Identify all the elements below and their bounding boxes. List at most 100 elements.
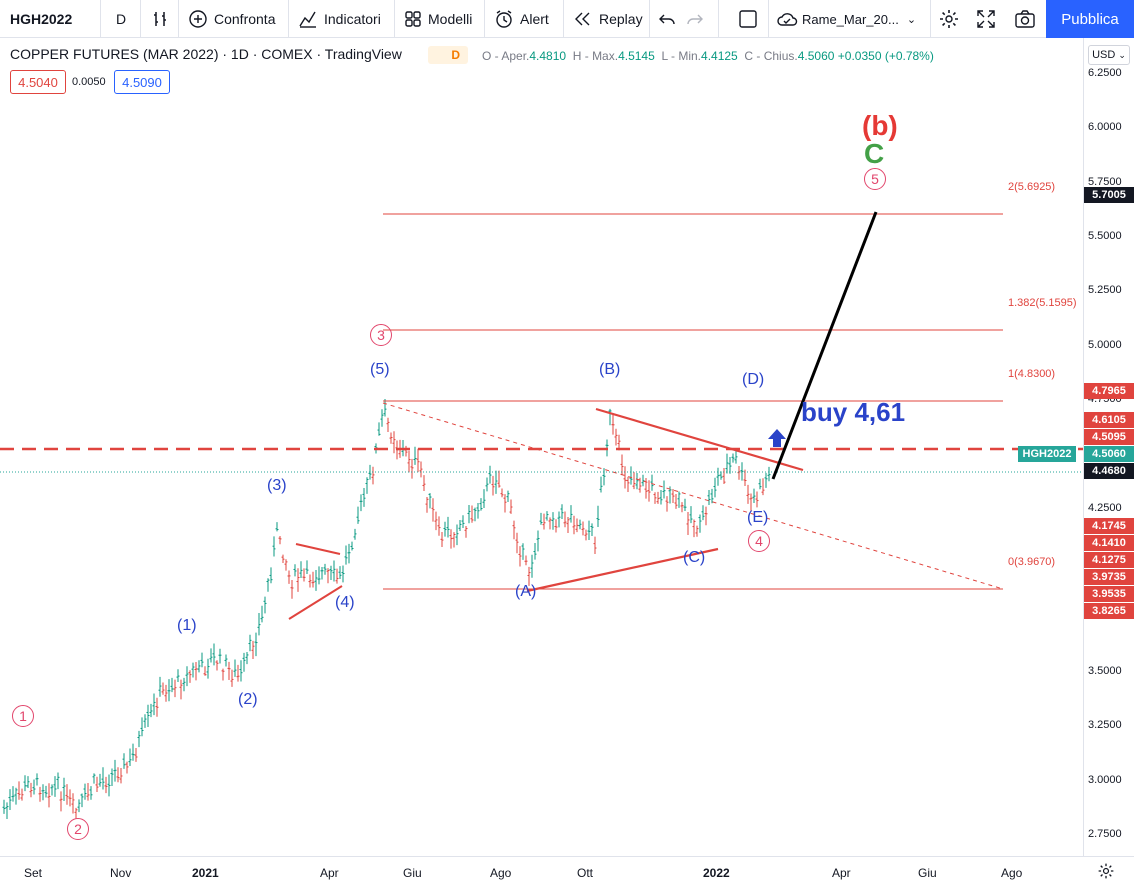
close-label: C - Chius. (744, 49, 798, 63)
wave-label-big-b[interactable]: (b) (862, 110, 898, 141)
wave-circle-1[interactable]: 1 (12, 705, 34, 727)
camera-icon (1014, 9, 1036, 29)
y-tick: 4.2500 (1088, 502, 1122, 514)
y-tick: 3.2500 (1088, 719, 1122, 731)
wave-label-2[interactable]: (2) (238, 691, 258, 708)
open-value: 4.4810 (529, 49, 567, 63)
chevron-down-icon: ⌄ (1118, 49, 1126, 60)
compare-button[interactable]: Confronta (188, 0, 275, 38)
open-label: O - Aper. (482, 49, 530, 63)
small-triangle-top[interactable] (295, 543, 341, 555)
layout-name-button[interactable]: Rame_Mar_20... ⌄ (776, 0, 916, 38)
toolbar-divider (649, 0, 650, 38)
triangle-upper-line[interactable] (595, 407, 804, 472)
y-tick: 6.2500 (1088, 67, 1122, 79)
wave-label-d[interactable]: (D) (742, 371, 765, 388)
price-chart[interactable] (0, 38, 1134, 894)
fib-label: 1.382(5.1595) (1008, 297, 1077, 309)
x-tick: Ago (1001, 866, 1023, 880)
snapshot-button[interactable] (1014, 0, 1036, 38)
wave-label-3[interactable]: (3) (267, 477, 287, 494)
undo-button[interactable] (658, 0, 676, 38)
layout-button[interactable] (738, 0, 758, 38)
x-tick: 2021 (192, 866, 219, 880)
price-tag: 4.7965 (1084, 383, 1134, 399)
axis-settings-button[interactable] (1097, 862, 1115, 885)
price-tag: 3.9535 (1084, 586, 1134, 602)
settings-button[interactable] (938, 0, 960, 38)
templates-button[interactable]: Modelli (404, 0, 472, 38)
templates-label: Modelli (428, 11, 473, 27)
projection-line[interactable] (771, 211, 878, 480)
publish-button[interactable]: Pubblica (1046, 0, 1134, 38)
redo-icon (686, 10, 704, 28)
wave-label-b[interactable]: (B) (599, 361, 621, 378)
interval-button[interactable]: D (116, 11, 127, 27)
fib-label: 2(5.6925) (1008, 181, 1056, 193)
replay-button[interactable]: Replay (573, 0, 643, 38)
x-tick: Set (24, 866, 43, 880)
indicators-label: Indicatori (324, 11, 381, 27)
price-tag: 4.5095 (1084, 429, 1134, 445)
bid-button[interactable]: 4.5040 (10, 70, 66, 94)
close-value: 4.5060 (797, 49, 835, 63)
alert-button[interactable]: Alert (494, 0, 549, 38)
chart-legend: COPPER FUTURES (MAR 2022) · 1D · COMEX ·… (10, 46, 402, 62)
y-tick: 6.0000 (1088, 121, 1122, 133)
rewind-icon (573, 9, 593, 29)
fullscreen-button[interactable] (976, 0, 996, 38)
toolbar-divider (140, 0, 141, 38)
wave-circle-4[interactable]: 4 (748, 530, 770, 552)
wave-circle-5[interactable]: 5 (864, 168, 886, 190)
price-tag: 4.6105 (1084, 412, 1134, 428)
toolbar-divider (930, 0, 931, 38)
replay-label: Replay (599, 11, 643, 27)
toolbar-divider (100, 0, 101, 38)
spread-value: 0.0050 (72, 76, 106, 88)
bar-style-button[interactable] (152, 0, 170, 38)
wave-label-big-c[interactable]: C (864, 138, 885, 169)
currency-select[interactable]: USD ⌄ (1088, 45, 1130, 65)
price-axis-border (1083, 38, 1084, 856)
wave-circle-2[interactable]: 2 (67, 818, 89, 840)
fullscreen-icon (976, 9, 996, 29)
wave-label-a[interactable]: (A) (515, 583, 537, 600)
x-tick: Apr (320, 866, 339, 880)
wave-label-1[interactable]: (1) (177, 617, 197, 634)
y-tick: 2.7500 (1088, 828, 1122, 840)
dashed-trendline[interactable] (382, 402, 1004, 590)
layout-name: Rame_Mar_20... (802, 11, 899, 27)
wave-label-e[interactable]: (E) (747, 509, 769, 526)
x-tick: Apr (832, 866, 851, 880)
wave-circle-3[interactable]: 3 (370, 324, 392, 346)
alarm-clock-icon (494, 9, 514, 29)
wave-label-5[interactable]: (5) (370, 361, 390, 378)
compare-label: Confronta (214, 11, 276, 27)
ask-button[interactable]: 4.5090 (114, 70, 170, 94)
cloud-icon (776, 10, 798, 28)
x-tick: Giu (918, 866, 937, 880)
price-tag: 3.8265 (1084, 603, 1134, 619)
wave-label-4[interactable]: (4) (335, 594, 355, 611)
chart-title: COPPER FUTURES (MAR 2022) · 1D · COMEX ·… (10, 46, 402, 62)
ohlc-bars (2, 398, 771, 820)
bars-icon (152, 10, 170, 28)
buy-annotation[interactable]: buy 4,61 (801, 397, 906, 427)
small-triangle-bottom[interactable] (288, 585, 343, 620)
price-tag-target: 5.7005 (1084, 187, 1134, 203)
delay-badge-label: D (451, 48, 460, 62)
change-value: +0.0350 (+0.78%) (837, 49, 934, 63)
symbol-search[interactable]: HGH2022 (10, 11, 73, 27)
indicators-button[interactable]: Indicatori (298, 0, 381, 38)
up-arrow-icon (768, 429, 786, 447)
wave-label-c[interactable]: (C) (683, 549, 706, 566)
last-price-tag: 4.5060 (1084, 446, 1134, 462)
y-tick: 5.5000 (1088, 230, 1122, 242)
undo-icon (658, 10, 676, 28)
delay-badge[interactable]: D (428, 46, 468, 64)
toolbar-divider (563, 0, 564, 38)
price-tag: 4.1275 (1084, 552, 1134, 568)
alert-label: Alert (520, 11, 549, 27)
triangle-lower-line[interactable] (526, 547, 719, 593)
redo-button[interactable] (686, 0, 704, 38)
